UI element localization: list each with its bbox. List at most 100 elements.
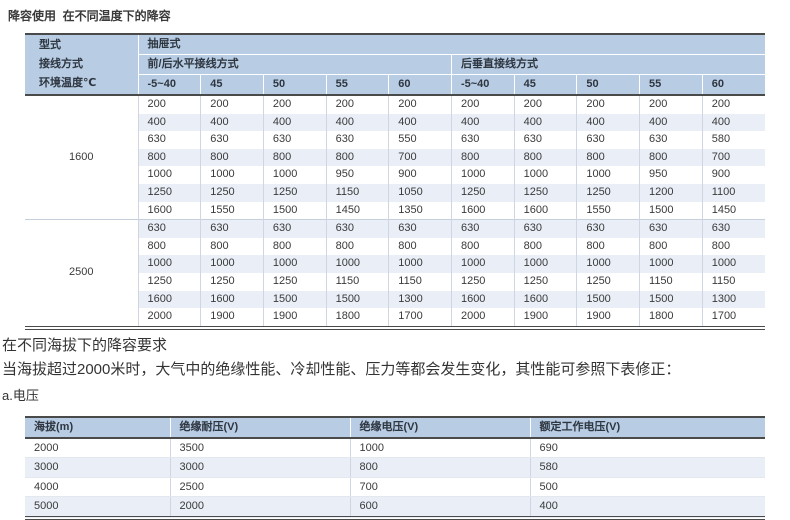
rating-cell: 1550: [200, 201, 264, 220]
rating-cell: 400: [200, 113, 264, 132]
corner-header-line: 环境温度℃: [39, 77, 97, 89]
rating-cell: 800: [702, 237, 765, 256]
rating-cell: 200: [514, 95, 578, 114]
rating-cell: 1800: [326, 308, 390, 328]
table-row: 1600 200 200 200 200 200 200 200 200 200 200: [25, 95, 765, 220]
rating-cell: 1600: [451, 290, 515, 309]
rating-cell: 800: [639, 237, 703, 256]
rating-cell: 630: [514, 219, 578, 238]
rating-cell: 1600: [451, 201, 515, 220]
voltage-cell: 2000: [25, 438, 171, 459]
rating-cell: 1150: [702, 272, 765, 291]
voltage-cell: 700: [350, 477, 531, 498]
rating-cell: 200: [702, 95, 765, 114]
temperature-column-header: 45: [200, 74, 264, 96]
rating-cell: 400: [514, 113, 578, 132]
rating-cell: 630: [702, 219, 765, 238]
rating-cell: 1500: [263, 201, 327, 220]
rating-cell: 200: [576, 95, 641, 114]
rating-cell: 1000: [200, 166, 264, 184]
rating-cell: 1000: [263, 166, 327, 184]
rating-cell: 630: [263, 131, 327, 149]
drawer-type-header: 抽屉式: [138, 34, 765, 55]
corner-header-line: 型式: [39, 39, 61, 51]
rating-cell: 630: [514, 131, 578, 149]
rating-cell: 1000: [514, 166, 578, 184]
rating-cell: 800: [200, 237, 264, 256]
rating-cell: 400: [326, 113, 390, 132]
row-group-label: 1600: [25, 95, 139, 220]
rating-cell: 1300: [702, 290, 765, 309]
rating-cell: 1600: [138, 201, 202, 220]
voltage-cell: 400: [530, 496, 765, 518]
rating-cell: 1250: [138, 183, 202, 202]
rating-cell: 800: [263, 237, 327, 256]
rating-cell: 1450: [702, 201, 765, 220]
table-row: 4000 2500 700 500: [25, 477, 765, 498]
rating-cell: 1000: [514, 255, 578, 273]
table-row: 5000 2000 600 400: [25, 496, 765, 518]
altitude-voltage-table: 海拔(m) 绝缘耐压(V) 绝缘电压(V) 额定工作电压(V) 2000 3500 100…: [25, 416, 765, 520]
table-row: 3000 3000 800 580: [25, 457, 765, 478]
temperature-column-header: 55: [326, 74, 390, 96]
rating-cell: 400: [451, 113, 515, 132]
rating-cell: 630: [138, 131, 202, 149]
rating-cell: 1500: [263, 290, 327, 309]
rating-cell: 800: [514, 148, 578, 167]
rating-cell: 1900: [576, 308, 641, 328]
rating-cell: 800: [326, 237, 390, 256]
temperature-derating-table: 型式 接线方式 环境温度℃ 抽屉式 前/后水平接线方式 后垂直接线方式 -5~4…: [25, 33, 765, 330]
altitude-section-heading: 在不同海拔下的降容要求: [2, 337, 168, 354]
rating-cell: 800: [326, 148, 390, 167]
temperature-columns-row: -5~40 45 50 55 60 -5~40 45 50 55 60: [25, 74, 765, 96]
rating-cell: 1900: [263, 308, 327, 328]
table-row: 1250 1250 1250 1150 1150 1250 1250 1250 1150 1150: [25, 272, 765, 291]
rating-cell: 1150: [326, 272, 390, 291]
rating-cell: 1000: [451, 255, 515, 273]
rating-cell: 1000: [702, 255, 765, 273]
temperature-column-header: 60: [702, 74, 765, 96]
rating-cell: 400: [138, 113, 202, 132]
page-title: 降容使用 在不同温度下的降容: [8, 9, 171, 23]
rating-cell: 1500: [576, 290, 641, 309]
voltage-cell: 600: [350, 496, 531, 518]
table-row: 2500 630 630 630 630 630 630 630 630 630 630: [25, 219, 765, 328]
rating-cell: 630: [451, 131, 515, 149]
rating-cell: 700: [388, 148, 452, 167]
rating-cell: 630: [200, 219, 264, 238]
rating-cell: 800: [200, 148, 264, 167]
temperature-column-header: 60: [388, 74, 452, 96]
column-header: 海拔(m): [25, 417, 171, 439]
voltage-cell: 4000: [25, 477, 171, 498]
column-header: 绝缘耐压(V): [170, 417, 351, 439]
rating-cell: 630: [200, 131, 264, 149]
rating-cell: 1600: [138, 290, 202, 309]
rating-cell: 1150: [639, 272, 703, 291]
table-row: 1250 1250 1250 1150 1050 1250 1250 1250 1200 1100: [25, 183, 765, 202]
rating-cell: 950: [326, 166, 390, 184]
rating-cell: 1500: [639, 201, 703, 220]
rating-cell: 1150: [388, 272, 452, 291]
rating-cell: 630: [451, 219, 515, 238]
rating-cell: 1800: [639, 308, 703, 328]
rating-cell: 400: [639, 113, 703, 132]
rating-cell: 900: [388, 166, 452, 184]
voltage-cell: 1000: [350, 438, 531, 459]
rating-cell: 1600: [514, 290, 578, 309]
rating-cell: 800: [451, 148, 515, 167]
rating-cell: 550: [388, 131, 452, 149]
voltage-cell: 5000: [25, 496, 171, 518]
rating-cell: 200: [263, 95, 327, 114]
voltage-cell: 690: [530, 438, 765, 459]
rating-cell: 1250: [263, 183, 327, 202]
rating-cell: 1300: [388, 290, 452, 309]
rating-cell: 400: [576, 113, 641, 132]
rating-cell: 630: [576, 219, 641, 238]
table-row: 800 800 800 800 700 800 800 800 800 700: [25, 148, 765, 167]
rating-cell: 1350: [388, 201, 452, 220]
rating-cell: 700: [702, 148, 765, 167]
table-row: 400 400 400 400 400 400 400 400 400 400: [25, 113, 765, 132]
rating-cell: 1000: [576, 255, 641, 273]
rating-cell: 950: [639, 166, 703, 184]
voltage-cell: 3500: [170, 438, 351, 459]
